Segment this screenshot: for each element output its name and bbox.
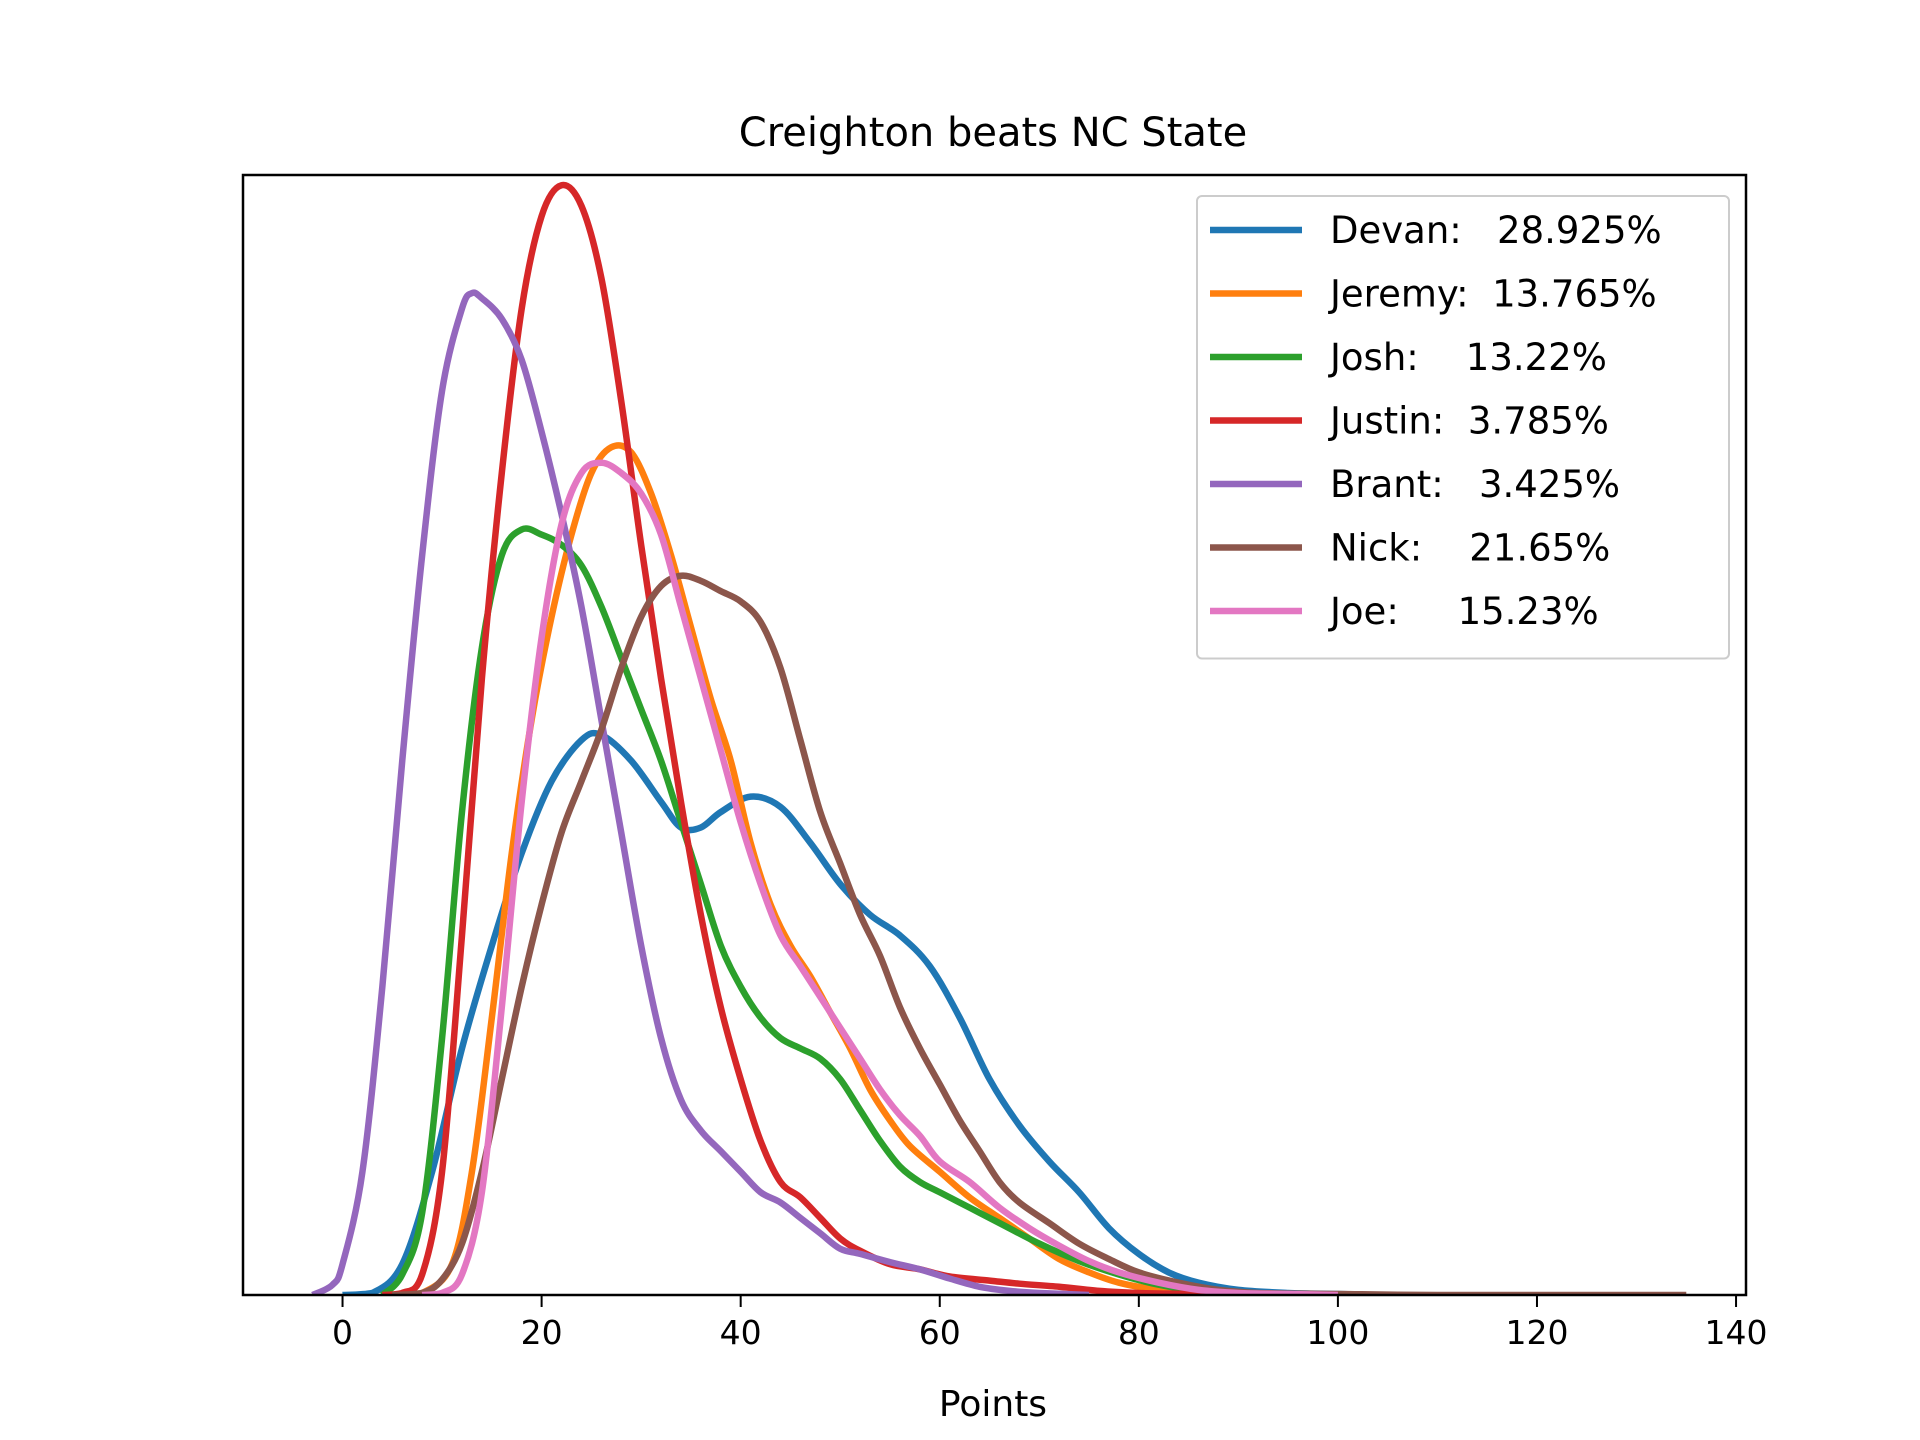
x-axis-label: Points (939, 1384, 1047, 1425)
legend-label-1: Jeremy: 13.765% (1328, 273, 1657, 316)
x-tick-label-0: 0 (332, 1313, 353, 1352)
x-tick-label-4: 80 (1118, 1313, 1160, 1352)
legend: Devan: 28.925% Jeremy: 13.765% Josh: 13.22… (1196, 195, 1730, 660)
legend-label-4: Brant: 3.425% (1330, 463, 1620, 506)
legend-box (1196, 195, 1730, 660)
x-tick-label-6: 120 (1505, 1313, 1568, 1352)
x-tick-label-3: 60 (919, 1313, 961, 1352)
legend-label-2: Josh: 13.22% (1328, 336, 1607, 379)
x-tick-label-7: 140 (1705, 1313, 1768, 1352)
series-line-4 (311, 289, 1090, 1295)
series-line-2 (380, 525, 1279, 1295)
plot-area-frame (241, 173, 1748, 1297)
legend-label-5: Nick: 21.65% (1330, 527, 1610, 570)
series-line-0 (342, 729, 1378, 1295)
legend-label-0: Devan: 28.925% (1330, 209, 1662, 252)
chart-title: Creighton beats NC State (739, 110, 1247, 156)
x-tick-label-5: 100 (1306, 1313, 1369, 1352)
series-line-3 (382, 181, 1239, 1295)
series-line-6 (421, 459, 1338, 1295)
legend-label-6: Joe: 15.23% (1328, 590, 1599, 633)
x-tick-label-1: 20 (521, 1313, 563, 1352)
series-line-5 (392, 572, 1687, 1295)
x-tick-label-2: 40 (720, 1313, 762, 1352)
legend-label-3: Justin: 3.785% (1328, 400, 1609, 443)
